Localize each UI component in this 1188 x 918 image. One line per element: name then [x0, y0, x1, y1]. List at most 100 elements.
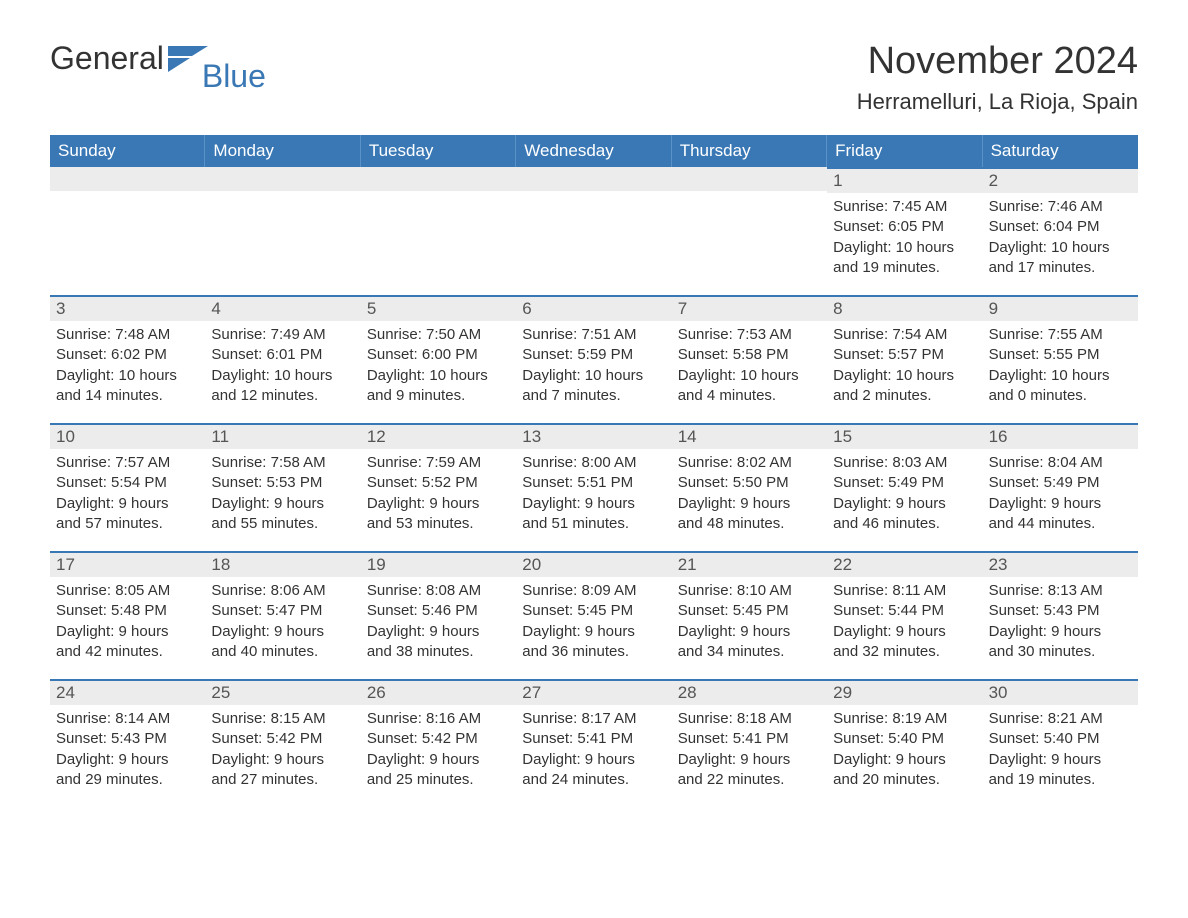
day-sunset: Sunset: 6:00 PM — [367, 345, 510, 365]
day-daylight2: and 19 minutes. — [989, 770, 1132, 790]
day-sunset: Sunset: 6:05 PM — [833, 217, 976, 237]
day-cell: 9Sunrise: 7:55 AMSunset: 5:55 PMDaylight… — [983, 295, 1138, 423]
day-content: Sunrise: 8:09 AMSunset: 5:45 PMDaylight:… — [516, 581, 671, 662]
day-daylight2: and 22 minutes. — [678, 770, 821, 790]
day-content: Sunrise: 8:02 AMSunset: 5:50 PMDaylight:… — [672, 453, 827, 534]
calendar: Sunday Monday Tuesday Wednesday Thursday… — [50, 135, 1138, 807]
day-content: Sunrise: 7:57 AMSunset: 5:54 PMDaylight:… — [50, 453, 205, 534]
day-number: 12 — [361, 423, 516, 449]
day-number — [205, 167, 360, 191]
day-number: 9 — [983, 295, 1138, 321]
day-cell: 2 Sunrise: 7:46 AMSunset: 6:04 PMDaylight… — [983, 167, 1138, 295]
day-sunset: Sunset: 5:45 PM — [678, 601, 821, 621]
day-daylight2: and 27 minutes. — [211, 770, 354, 790]
week-row: 17 Sunrise: 8:05 AMSunset: 5:48 PM Dayligh… — [50, 551, 1138, 679]
day-sunrise: Sunrise: 8:02 AM — [678, 453, 821, 473]
day-sunrise: Sunrise: 8:03 AM — [833, 453, 976, 473]
day-number — [516, 167, 671, 191]
day-daylight1: Daylight: 9 hours — [211, 622, 354, 642]
day-sunrise: Sunrise: 8:04 AM — [989, 453, 1132, 473]
day-daylight2: and 40 minutes. — [211, 642, 354, 662]
day-sunrise: Sunrise: 8:05 AM — [56, 581, 199, 601]
day-daylight2: and 25 minutes. — [367, 770, 510, 790]
day-cell: 28Sunrise: 8:18 AMSunset: 5:41 PMDayligh… — [672, 679, 827, 807]
day-sunrise: Sunrise: 8:00 AM — [522, 453, 665, 473]
day-sunrise: Sunrise: 8:16 AM — [367, 709, 510, 729]
day-cell: 24 Sunrise: 8:14 AMSunset: 5:43 PMDayligh… — [50, 679, 205, 807]
day-sunrise: Sunrise: 8:06 AM — [211, 581, 354, 601]
day-number: 15 — [827, 423, 982, 449]
day-cell: 20Sunrise: 8:09 AMSunset: 5:45 PMDayligh… — [516, 551, 671, 679]
day-number: 8 — [827, 295, 982, 321]
day-content: Sunrise: 8:19 AMSunset: 5:40 PMDaylight:… — [827, 709, 982, 790]
month-title: November 2024 — [857, 40, 1138, 83]
day-cell: 27Sunrise: 8:17 AMSunset: 5:41 PMDayligh… — [516, 679, 671, 807]
day-sunset: Sunset: 5:53 PM — [211, 473, 354, 493]
day-content: Sunrise: 7:46 AMSunset: 6:04 PMDaylight:… — [983, 197, 1138, 278]
day-daylight1: Daylight: 10 hours — [522, 366, 665, 386]
day-cell: 10Sunrise: 7:57 AMSunset: 5:54 PMDayligh… — [50, 423, 205, 551]
day-number: 19 — [361, 551, 516, 577]
day-cell: 7Sunrise: 7:53 AMSunset: 5:58 PMDaylight… — [672, 295, 827, 423]
title-block: November 2024 Herramelluri, La Rioja, Sp… — [857, 40, 1138, 115]
day-content: Sunrise: 7:49 AMSunset: 6:01 PMDaylight:… — [205, 325, 360, 406]
day-daylight2: and 29 minutes. — [56, 770, 199, 790]
day-cell: 13Sunrise: 8:00 AMSunset: 5:51 PMDayligh… — [516, 423, 671, 551]
day-content: Sunrise: 8:06 AMSunset: 5:47 PMDaylight:… — [205, 581, 360, 662]
day-number: 29 — [827, 679, 982, 705]
weekday-header: Tuesday — [361, 135, 516, 167]
week-row: 1Sunrise: 7:45 AMSunset: 6:05 PMDaylight… — [50, 167, 1138, 295]
day-daylight1: Daylight: 10 hours — [211, 366, 354, 386]
day-number: 14 — [672, 423, 827, 449]
day-sunrise: Sunrise: 8:14 AM — [56, 709, 199, 729]
day-daylight2: and 55 minutes. — [211, 514, 354, 534]
day-sunrise: Sunrise: 8:18 AM — [678, 709, 821, 729]
day-content: Sunrise: 8:10 AMSunset: 5:45 PMDaylight:… — [672, 581, 827, 662]
day-daylight1: Daylight: 9 hours — [367, 622, 510, 642]
week-row: 24 Sunrise: 8:14 AMSunset: 5:43 PMDayligh… — [50, 679, 1138, 807]
day-sunset: Sunset: 6:04 PM — [989, 217, 1132, 237]
weekday-header: Saturday — [983, 135, 1138, 167]
day-content: Sunrise: 8:14 AMSunset: 5:43 PMDaylight:… — [50, 709, 205, 790]
day-cell: 8Sunrise: 7:54 AMSunset: 5:57 PMDaylight… — [827, 295, 982, 423]
day-cell — [672, 167, 827, 295]
day-number: 2 — [983, 167, 1138, 193]
day-sunset: Sunset: 5:48 PM — [56, 601, 199, 621]
day-number: 26 — [361, 679, 516, 705]
day-cell: 18Sunrise: 8:06 AMSunset: 5:47 PMDayligh… — [205, 551, 360, 679]
day-sunrise: Sunrise: 7:59 AM — [367, 453, 510, 473]
day-cell: 1Sunrise: 7:45 AMSunset: 6:05 PMDaylight… — [827, 167, 982, 295]
day-sunset: Sunset: 5:42 PM — [211, 729, 354, 749]
day-daylight1: Daylight: 9 hours — [833, 622, 976, 642]
day-daylight2: and 36 minutes. — [522, 642, 665, 662]
day-number: 17 — [50, 551, 205, 577]
day-daylight1: Daylight: 10 hours — [833, 366, 976, 386]
day-cell: 4Sunrise: 7:49 AMSunset: 6:01 PMDaylight… — [205, 295, 360, 423]
logo-word-1: General — [50, 40, 164, 77]
day-content: Sunrise: 7:48 AMSunset: 6:02 PMDaylight:… — [50, 325, 205, 406]
week-row: 10Sunrise: 7:57 AMSunset: 5:54 PMDayligh… — [50, 423, 1138, 551]
day-daylight2: and 2 minutes. — [833, 386, 976, 406]
day-sunset: Sunset: 5:49 PM — [989, 473, 1132, 493]
day-daylight2: and 53 minutes. — [367, 514, 510, 534]
day-daylight1: Daylight: 10 hours — [367, 366, 510, 386]
day-number: 16 — [983, 423, 1138, 449]
day-sunrise: Sunrise: 8:13 AM — [989, 581, 1132, 601]
day-sunset: Sunset: 5:58 PM — [678, 345, 821, 365]
day-number: 24 — [50, 679, 205, 705]
day-daylight1: Daylight: 9 hours — [989, 750, 1132, 770]
day-daylight2: and 32 minutes. — [833, 642, 976, 662]
day-daylight2: and 30 minutes. — [989, 642, 1132, 662]
day-daylight1: Daylight: 10 hours — [56, 366, 199, 386]
day-cell: 29 Sunrise: 8:19 AMSunset: 5:40 PMDayligh… — [827, 679, 982, 807]
day-daylight2: and 4 minutes. — [678, 386, 821, 406]
day-content: Sunrise: 7:50 AMSunset: 6:00 PMDaylight:… — [361, 325, 516, 406]
day-cell: 6Sunrise: 7:51 AMSunset: 5:59 PMDaylight… — [516, 295, 671, 423]
day-content: Sunrise: 8:21 AMSunset: 5:40 PMDaylight:… — [983, 709, 1138, 790]
day-sunset: Sunset: 5:45 PM — [522, 601, 665, 621]
day-cell — [516, 167, 671, 295]
day-sunrise: Sunrise: 8:10 AM — [678, 581, 821, 601]
day-sunset: Sunset: 5:57 PM — [833, 345, 976, 365]
day-sunset: Sunset: 5:55 PM — [989, 345, 1132, 365]
day-number: 21 — [672, 551, 827, 577]
